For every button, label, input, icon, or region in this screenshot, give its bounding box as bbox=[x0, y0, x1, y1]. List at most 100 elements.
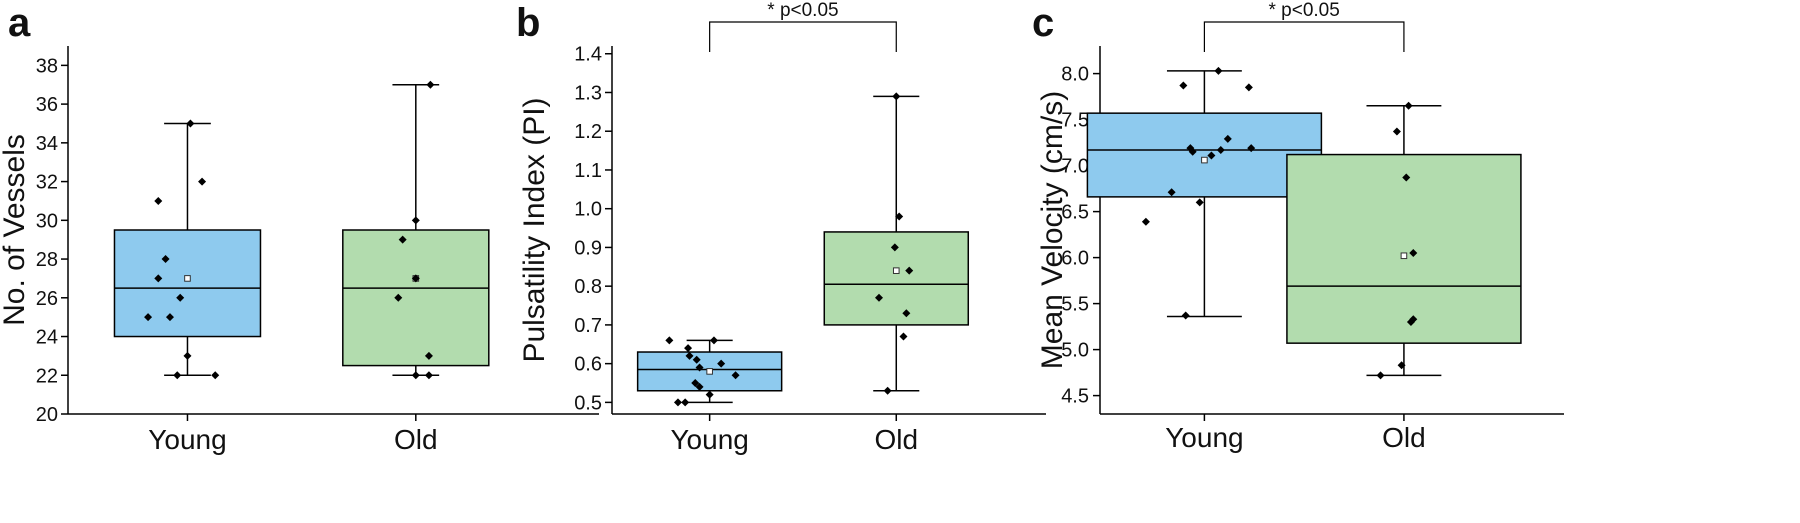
significance-label: * p<0.05 bbox=[1268, 0, 1339, 21]
y-tick-label: 5.5 bbox=[1061, 294, 1089, 316]
data-point bbox=[211, 371, 220, 380]
iqr-box bbox=[1286, 153, 1522, 344]
data-point bbox=[154, 274, 163, 283]
y-tick-label: 1.0 bbox=[574, 199, 602, 221]
data-point bbox=[1188, 147, 1197, 156]
data-point bbox=[1195, 198, 1204, 207]
mean-marker bbox=[184, 275, 191, 282]
y-tick-label: 0.7 bbox=[574, 315, 602, 337]
data-point bbox=[398, 235, 407, 244]
data-point bbox=[161, 255, 170, 264]
y-tick-label: 30 bbox=[36, 210, 58, 232]
data-point bbox=[692, 355, 701, 364]
panel-letter: b bbox=[516, 1, 540, 45]
data-point bbox=[411, 371, 420, 380]
data-point bbox=[695, 363, 704, 372]
panel-b: 0.5 0.6 0.7 0.8 0.9 1.0 1.1 1.2 1.3 1.4 Young Old Pu… bbox=[516, 0, 1046, 455]
data-point bbox=[892, 92, 901, 101]
x-category-label: Old bbox=[394, 424, 438, 455]
data-point bbox=[165, 313, 174, 322]
x-category-label: Young bbox=[148, 424, 226, 455]
data-point bbox=[1409, 249, 1418, 257]
data-point bbox=[1141, 217, 1150, 226]
data-point bbox=[705, 390, 714, 399]
significance-bracket: * p<0.05 bbox=[709, 0, 897, 52]
data-point bbox=[695, 382, 704, 391]
box-group-young bbox=[113, 119, 262, 380]
y-tick-label: 1.2 bbox=[574, 121, 602, 143]
x-category-label: Young bbox=[1165, 422, 1243, 453]
data-point bbox=[186, 119, 195, 128]
data-point bbox=[905, 266, 914, 275]
box-group-old bbox=[342, 80, 490, 380]
data-point bbox=[144, 313, 153, 322]
y-tick-label: 1.4 bbox=[574, 44, 602, 66]
y-tick-label: 6.5 bbox=[1061, 202, 1089, 224]
data-point bbox=[1244, 83, 1253, 92]
data-point bbox=[709, 336, 718, 345]
data-point bbox=[411, 216, 420, 225]
significance-label: * p<0.05 bbox=[767, 0, 838, 21]
data-point bbox=[411, 274, 420, 283]
y-tick-label: 6.0 bbox=[1061, 248, 1089, 270]
data-point bbox=[1397, 361, 1406, 370]
y-tick-label: 34 bbox=[36, 133, 58, 155]
box-group-young bbox=[636, 336, 783, 407]
data-point bbox=[665, 336, 674, 345]
data-point bbox=[895, 212, 904, 221]
data-point bbox=[1376, 371, 1385, 380]
data-point bbox=[902, 309, 911, 318]
y-tick-label: 1.1 bbox=[574, 160, 602, 182]
x-category-label: Young bbox=[670, 424, 748, 455]
y-tick-label: 32 bbox=[36, 172, 58, 194]
y-tick-label: 4.5 bbox=[1061, 386, 1089, 408]
y-axis-title: Mean Velocity (cm/s) bbox=[1036, 91, 1069, 369]
data-point bbox=[176, 293, 185, 302]
y-tick-label: 0.6 bbox=[574, 354, 602, 376]
data-point bbox=[1223, 134, 1232, 143]
data-point bbox=[183, 351, 192, 360]
data-point bbox=[731, 371, 740, 380]
y-tick-label: 38 bbox=[36, 55, 58, 77]
y-axis-title: No. of Vessels bbox=[0, 134, 31, 326]
data-point bbox=[899, 332, 908, 341]
box-group-young bbox=[1086, 66, 1323, 320]
data-point bbox=[717, 359, 726, 368]
data-point bbox=[426, 80, 435, 89]
data-point bbox=[1214, 66, 1223, 75]
data-point bbox=[890, 243, 899, 252]
data-point bbox=[874, 293, 883, 302]
data-point bbox=[1181, 311, 1190, 320]
data-point bbox=[1247, 144, 1256, 153]
data-point bbox=[1207, 151, 1216, 160]
panel-a: 20 22 24 26 28 30 32 34 36 38 Young Old No. of Vesse… bbox=[0, 1, 599, 455]
y-tick-label: 0.5 bbox=[574, 392, 602, 414]
x-category-label: Old bbox=[874, 424, 918, 455]
y-tick-label: 0.9 bbox=[574, 237, 602, 259]
data-point bbox=[154, 196, 163, 205]
data-point bbox=[424, 371, 433, 380]
data-point bbox=[1167, 188, 1176, 197]
data-point bbox=[685, 351, 694, 360]
box-group-old bbox=[823, 92, 970, 395]
y-tick-label: 7.0 bbox=[1061, 156, 1089, 178]
data-point bbox=[1402, 173, 1411, 182]
data-point bbox=[681, 398, 690, 407]
mean-marker bbox=[1201, 156, 1208, 164]
mean-marker bbox=[1400, 252, 1408, 260]
data-point bbox=[173, 371, 182, 380]
y-tick-label: 0.8 bbox=[574, 276, 602, 298]
y-tick-label: 20 bbox=[36, 404, 58, 426]
iqr-box bbox=[113, 229, 262, 338]
bracket-line bbox=[709, 21, 897, 52]
mean-marker bbox=[706, 368, 713, 375]
y-axis-title: Pulsatility Index (PI) bbox=[518, 97, 551, 362]
y-tick-label: 24 bbox=[36, 327, 58, 349]
box-group-old bbox=[1286, 101, 1522, 380]
data-point bbox=[1406, 318, 1415, 326]
data-point bbox=[684, 344, 693, 353]
data-point bbox=[883, 386, 892, 395]
iqr-box bbox=[1086, 112, 1323, 198]
y-tick-label: 7.5 bbox=[1061, 110, 1089, 132]
